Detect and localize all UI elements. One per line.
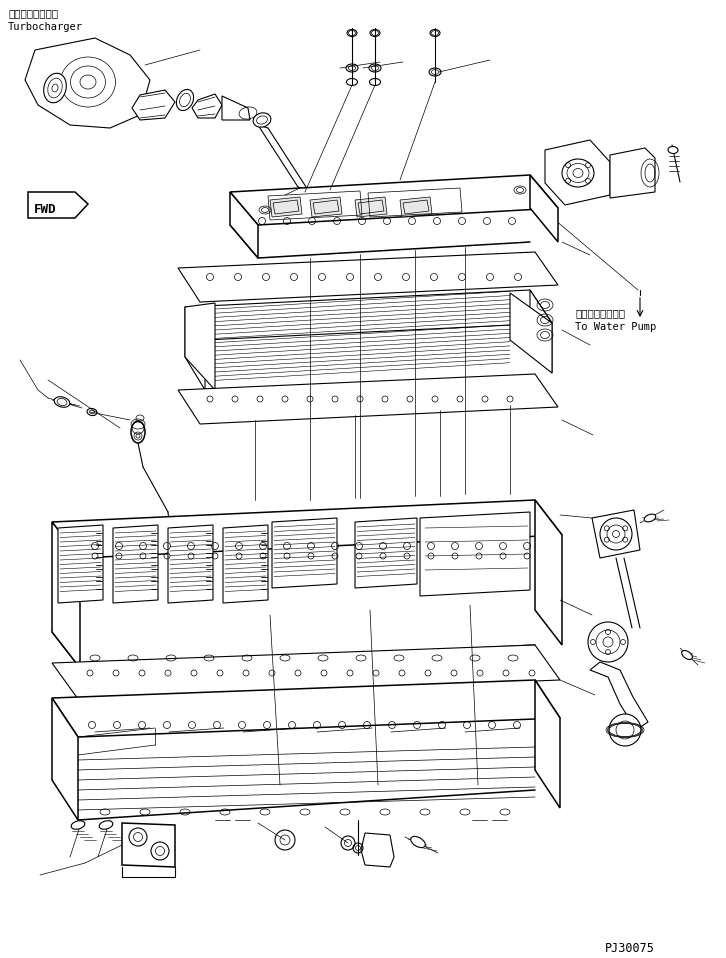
Text: FWD: FWD [34,202,57,216]
Polygon shape [230,192,258,258]
Ellipse shape [99,821,113,830]
Polygon shape [270,197,302,217]
Polygon shape [168,525,213,603]
Circle shape [609,714,641,746]
Polygon shape [530,175,558,242]
Polygon shape [52,698,78,820]
Ellipse shape [176,89,194,110]
Polygon shape [52,680,560,737]
Polygon shape [223,525,268,603]
Polygon shape [185,303,215,390]
Polygon shape [113,525,158,603]
Ellipse shape [411,836,425,848]
Ellipse shape [131,421,145,443]
Polygon shape [192,94,222,118]
Polygon shape [52,522,80,668]
Ellipse shape [44,73,66,103]
Polygon shape [530,290,552,373]
Polygon shape [420,512,530,596]
Polygon shape [230,175,558,225]
Ellipse shape [644,514,656,522]
Polygon shape [535,500,562,645]
Polygon shape [545,140,610,205]
Text: PJ30075: PJ30075 [605,942,655,955]
Polygon shape [272,518,337,588]
Polygon shape [400,197,432,217]
Polygon shape [535,680,560,808]
Ellipse shape [668,147,678,153]
Text: Turbocharger: Turbocharger [8,22,83,32]
Polygon shape [310,197,342,217]
Ellipse shape [71,821,85,830]
Text: ターボチャージャ: ターボチャージャ [8,8,58,18]
Polygon shape [185,307,205,390]
Ellipse shape [54,397,70,407]
Polygon shape [590,662,648,730]
Polygon shape [52,500,562,558]
Polygon shape [361,833,394,867]
Polygon shape [178,374,558,424]
Ellipse shape [682,650,693,659]
Ellipse shape [253,113,271,127]
Polygon shape [592,510,640,558]
Polygon shape [510,293,552,373]
Polygon shape [122,823,175,867]
Polygon shape [185,290,552,340]
Polygon shape [58,525,103,603]
Polygon shape [178,252,558,302]
Text: To Water Pump: To Water Pump [575,322,656,332]
Polygon shape [355,197,387,217]
Polygon shape [222,96,250,120]
Polygon shape [25,38,150,128]
Polygon shape [355,518,417,588]
Polygon shape [52,645,560,699]
Polygon shape [132,90,175,120]
Circle shape [588,622,628,662]
Polygon shape [610,148,655,198]
Polygon shape [28,192,88,218]
Text: ウォータポンプへ: ウォータポンプへ [575,308,625,318]
